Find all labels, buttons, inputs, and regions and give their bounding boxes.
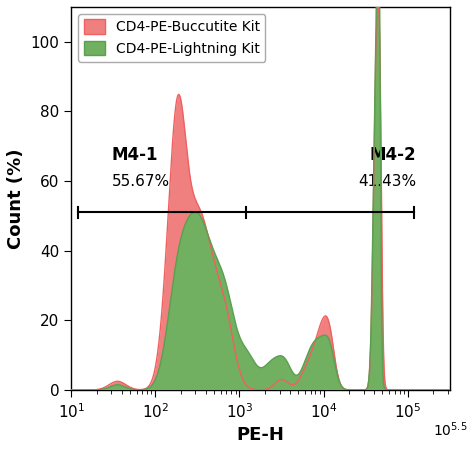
Text: 41.43%: 41.43% <box>358 174 416 189</box>
X-axis label: PE-H: PE-H <box>237 426 284 444</box>
Text: M4-1: M4-1 <box>111 146 158 164</box>
Y-axis label: Count (%): Count (%) <box>7 148 25 249</box>
Legend: CD4-PE-Buccutite Kit, CD4-PE-Lightning Kit: CD4-PE-Buccutite Kit, CD4-PE-Lightning K… <box>78 14 265 61</box>
Text: M4-2: M4-2 <box>370 146 416 164</box>
Text: $10^{5.5}$: $10^{5.5}$ <box>433 420 467 439</box>
Text: 55.67%: 55.67% <box>111 174 170 189</box>
